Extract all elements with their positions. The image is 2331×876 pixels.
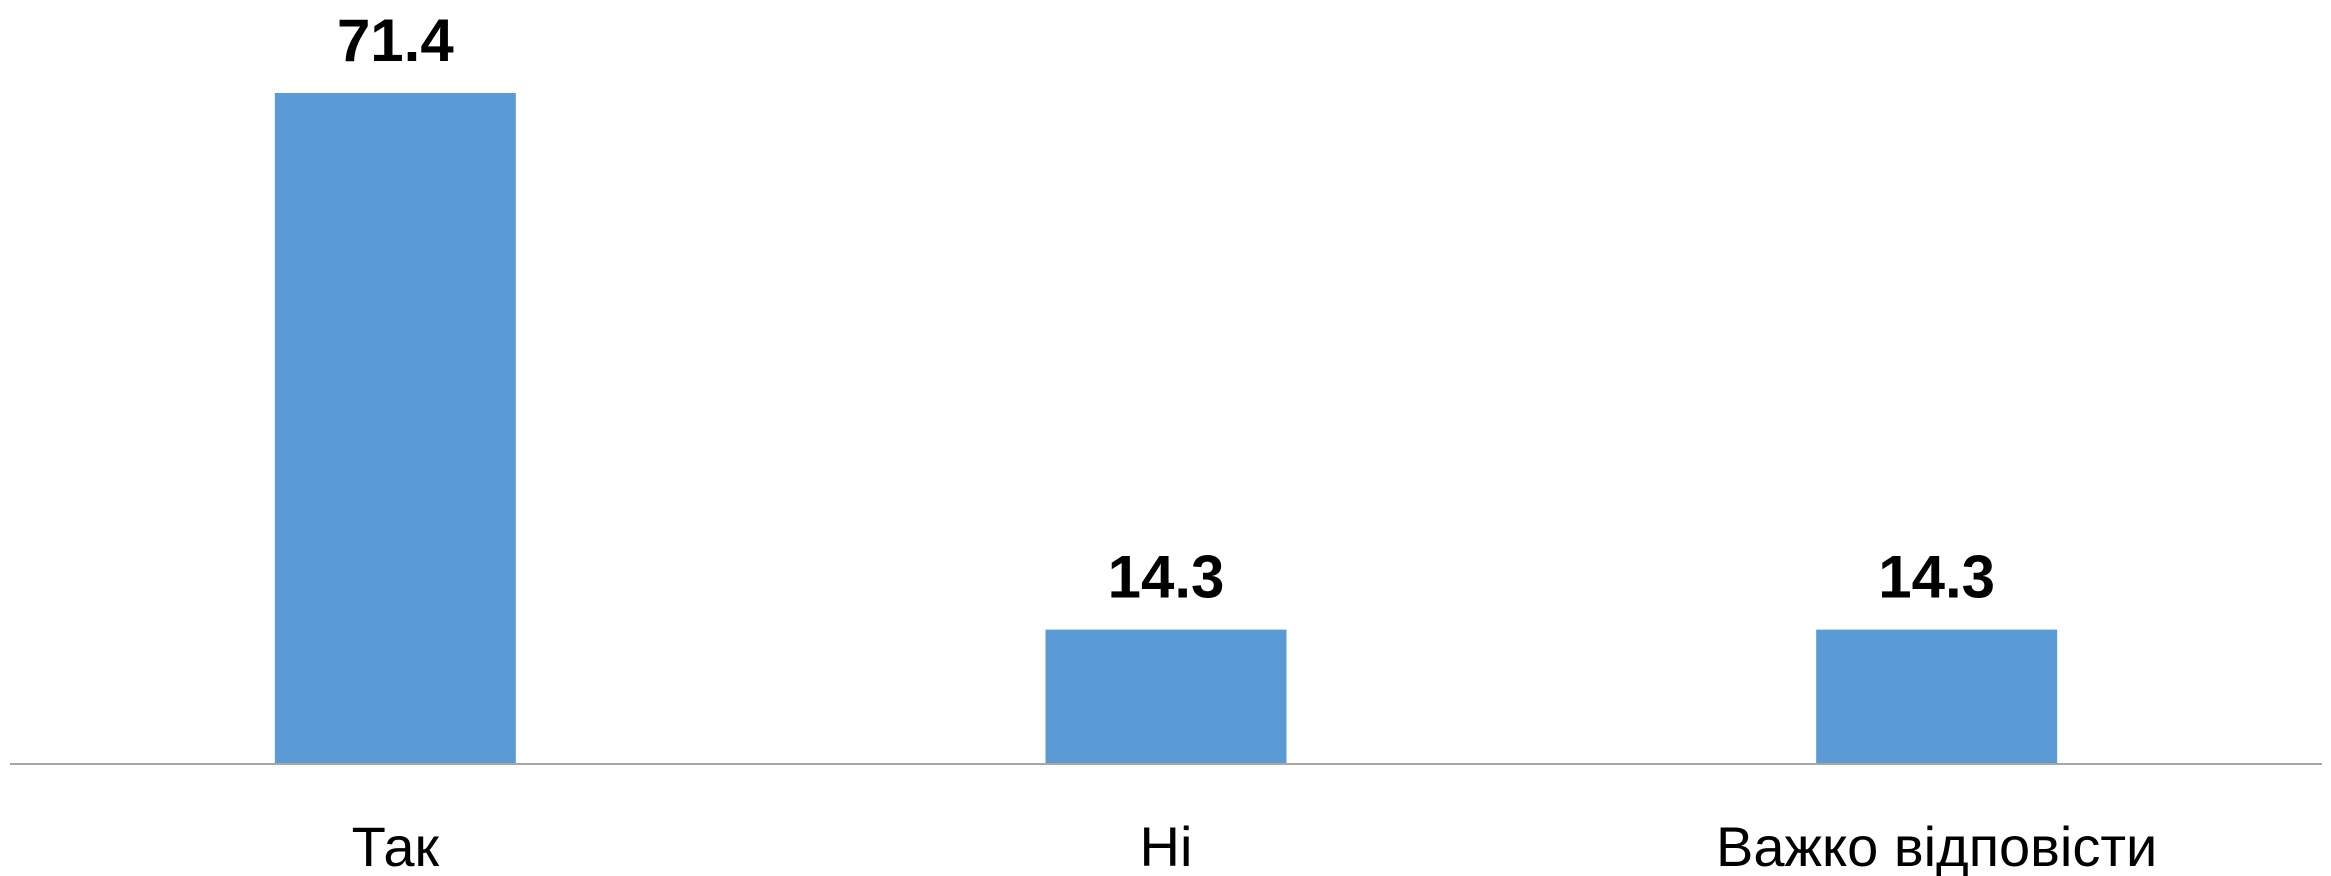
x-tick-label-1: Ні	[1140, 815, 1193, 876]
data-label-2: 14.3	[1878, 544, 1995, 611]
bar-1	[1045, 629, 1287, 764]
data-label-0: 71.4	[337, 7, 454, 74]
bar-2	[1816, 629, 2058, 764]
x-tick-label-0: Так	[352, 815, 440, 876]
bar-0	[274, 93, 516, 764]
data-label-1: 14.3	[1108, 544, 1225, 611]
x-tick-labels-group: Так Ні Важко відповісти	[352, 815, 2158, 876]
bars-group	[274, 93, 2058, 764]
data-labels-group: 71.4 14.3 14.3	[337, 7, 1995, 611]
x-tick-label-2: Важко відповісти	[1716, 815, 2157, 876]
